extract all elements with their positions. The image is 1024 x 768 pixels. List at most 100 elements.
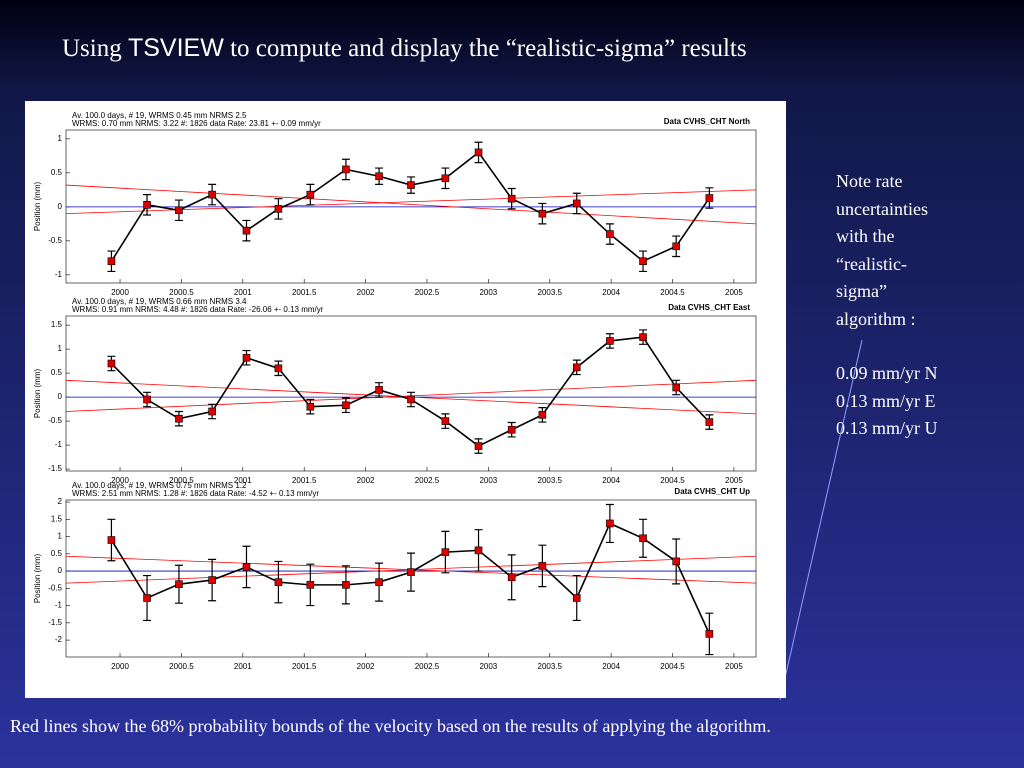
data-point <box>474 148 483 157</box>
note-line: algorithm : <box>836 308 916 329</box>
data-point <box>538 411 547 419</box>
data-point <box>672 242 680 251</box>
data-point <box>375 386 383 394</box>
y-tick-label: -1 <box>55 270 63 279</box>
x-tick-label: 2003.5 <box>538 662 563 671</box>
chart-header: Av. 100.0 days, # 19, WRMS 0.45 mm NRMS … <box>72 111 247 120</box>
y-tick-label: 1 <box>58 344 63 353</box>
y-tick-label: -0.5 <box>48 416 62 425</box>
x-tick-label: 2002 <box>357 476 375 485</box>
data-point <box>208 576 216 584</box>
data-point <box>342 401 350 410</box>
x-tick-label: 2000 <box>111 476 129 485</box>
data-point <box>407 395 415 404</box>
rate: 0.13 mm/yr E <box>836 390 936 411</box>
title-part: TSVIEW <box>127 34 224 62</box>
y-tick-label: 1.5 <box>51 320 63 329</box>
x-tick-label: 2004.5 <box>660 288 685 297</box>
data-point <box>474 442 483 450</box>
data-point <box>639 257 647 266</box>
data-point <box>175 414 183 423</box>
data-point <box>107 359 116 368</box>
x-tick-label: 2001 <box>234 476 252 485</box>
data-point <box>407 568 415 576</box>
x-tick-label: 2000.5 <box>169 476 194 485</box>
x-tick-label: 2004.5 <box>660 662 685 671</box>
data-point <box>175 206 183 215</box>
data-point <box>705 418 714 426</box>
y-tick-label: 0 <box>58 202 63 211</box>
x-tick-label: 2000 <box>111 288 129 297</box>
data-point <box>306 402 315 411</box>
data-point <box>242 226 251 235</box>
y-tick-label: -1 <box>55 440 63 449</box>
data-point <box>705 630 714 638</box>
note: Note rate uncertainties with the “realis… <box>836 168 938 443</box>
data-point <box>242 563 251 571</box>
chart-label: Data CVHS_CHT Up <box>674 487 750 496</box>
data-point <box>606 519 614 528</box>
x-tick-label: 2002.5 <box>415 476 440 485</box>
data-point <box>507 194 516 203</box>
chart-header: WRMS: 0.70 mm NRMS: 3.22 #: 1826 data Ra… <box>72 119 321 128</box>
data-point <box>572 594 581 602</box>
note-line: uncertainties <box>836 198 928 219</box>
y-tick-label: 0.5 <box>51 168 63 177</box>
data-point <box>441 174 450 183</box>
x-tick-label: 2004.5 <box>660 476 685 485</box>
y-tick-label: -0.5 <box>48 583 62 592</box>
y-axis-label: Position (mm) <box>33 181 42 231</box>
data-point <box>306 190 315 199</box>
data-point <box>306 581 315 589</box>
data-point <box>672 557 680 566</box>
data-point <box>175 580 183 588</box>
y-tick-label: -2 <box>55 635 63 644</box>
data-point <box>606 230 614 238</box>
plot-frame <box>65 499 757 658</box>
y-tick-label: -1.5 <box>48 464 62 473</box>
data-point <box>441 417 450 425</box>
y-tick-label: 1 <box>58 134 63 143</box>
x-tick-label: 2004 <box>602 288 620 297</box>
x-tick-label: 2002 <box>357 288 375 297</box>
x-tick-label: 2001 <box>234 662 252 671</box>
data-point <box>507 573 516 582</box>
x-tick-label: 2002.5 <box>415 288 440 297</box>
y-tick-label: 2 <box>58 497 63 506</box>
x-tick-label: 2002 <box>357 662 375 671</box>
data-point <box>107 536 116 544</box>
chart-label: Data CVHS_CHT North <box>664 117 750 126</box>
bound-line <box>65 184 757 225</box>
data-point <box>208 190 216 199</box>
data-point <box>606 337 614 345</box>
chart-header: WRMS: 2.51 mm NRMS: 1.28 #: 1826 data Ra… <box>72 489 319 498</box>
data-point <box>375 172 383 181</box>
data-point <box>474 546 483 555</box>
x-tick-label: 2001.5 <box>292 476 317 485</box>
data-point <box>407 181 415 189</box>
note-line: sigma” <box>836 281 887 301</box>
slide-title: Using TSVIEW to compute and display the … <box>62 34 747 63</box>
data-point <box>274 205 283 213</box>
note-line: with the <box>836 226 895 246</box>
data-point <box>639 534 647 543</box>
caption: Red lines show the 68% probability bound… <box>10 716 771 736</box>
data-point <box>538 562 547 570</box>
x-tick-label: 2004 <box>602 476 620 485</box>
title-part: Using <box>62 35 128 62</box>
y-tick-label: 0 <box>58 566 63 575</box>
title-part: to compute and display the “realistic-si… <box>223 35 747 62</box>
rate: 0.09 mm/yr N <box>836 363 938 383</box>
data-point <box>342 165 350 174</box>
x-tick-label: 2001.5 <box>292 288 317 297</box>
data-point <box>538 209 547 218</box>
plot-frame <box>65 315 757 472</box>
note-line: Note rate <box>836 171 903 191</box>
chart-header: Av. 100.0 days, # 19, WRMS 0.66 mm NRMS … <box>72 297 247 306</box>
x-tick-label: 2005 <box>725 288 743 297</box>
x-tick-label: 2005 <box>725 476 743 485</box>
data-point <box>572 199 581 208</box>
data-point <box>672 383 680 392</box>
x-tick-label: 2000.5 <box>169 662 194 671</box>
